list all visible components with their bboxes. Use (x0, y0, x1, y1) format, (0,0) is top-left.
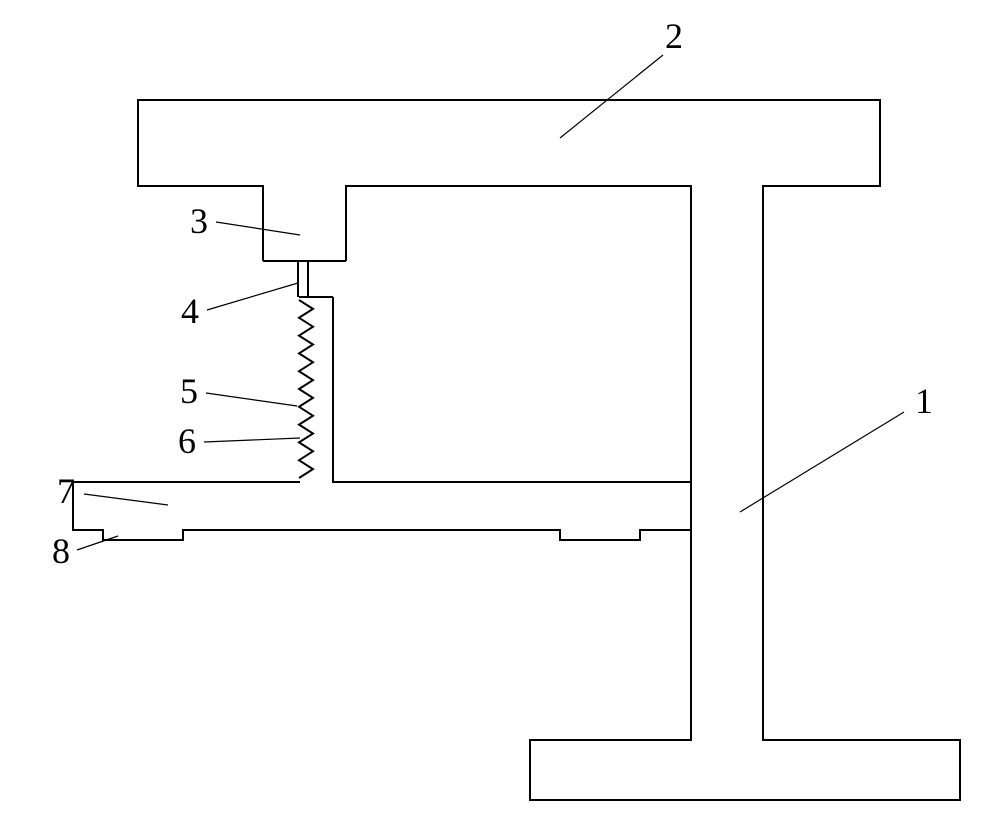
diagram-canvas (0, 0, 1000, 825)
top-beam (138, 100, 880, 186)
leader-line-6 (204, 438, 300, 442)
column-fill (691, 186, 763, 740)
part-label-1: 1 (915, 380, 933, 422)
leader-line-8 (77, 536, 118, 550)
leader-line-5 (206, 393, 297, 406)
part-label-8: 8 (52, 530, 70, 572)
part-label-2: 2 (665, 15, 683, 57)
bit-zigzag-edge (299, 300, 313, 478)
leader-line-4 (207, 283, 298, 310)
part-label-7: 7 (57, 470, 75, 512)
part-label-4: 4 (181, 290, 199, 332)
part-label-3: 3 (190, 200, 208, 242)
part-label-6: 6 (178, 420, 196, 462)
part-label-5: 5 (180, 370, 198, 412)
work-table (73, 482, 691, 530)
base-plate (530, 740, 960, 800)
leader-line-1 (740, 412, 904, 512)
